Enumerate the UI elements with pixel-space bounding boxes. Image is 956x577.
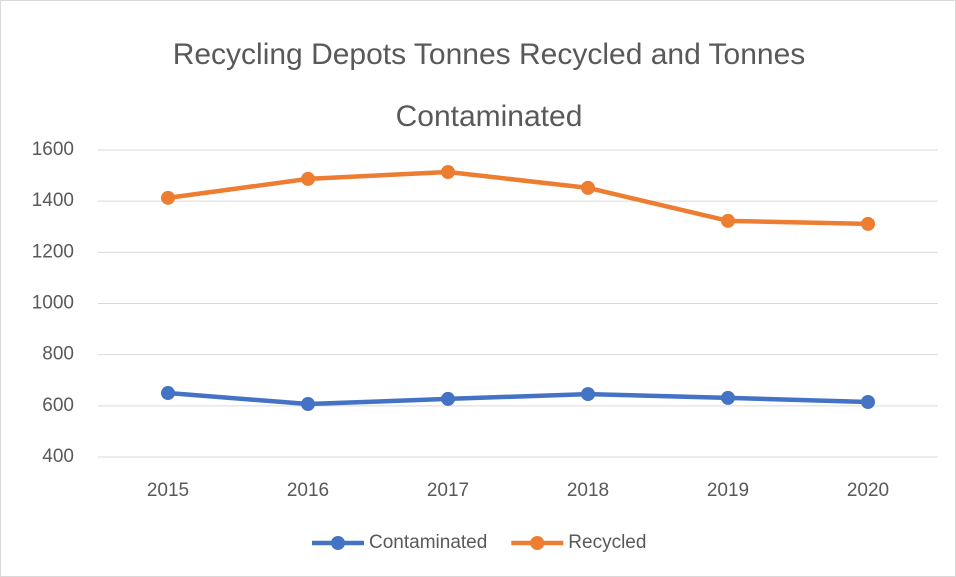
data-point [441, 391, 455, 406]
legend-marker [331, 536, 345, 550]
data-point [581, 387, 595, 402]
x-tick-label: 2020 [847, 480, 889, 501]
y-tick-label: 400 [42, 446, 74, 467]
data-point [301, 171, 315, 186]
y-tick-label: 1600 [32, 139, 74, 160]
x-tick-label: 2019 [707, 480, 749, 501]
legend-label: Contaminated [369, 532, 487, 553]
data-point [721, 390, 735, 405]
x-tick-label: 2016 [287, 480, 329, 501]
series-line [167, 390, 869, 407]
data-point [721, 213, 735, 228]
y-tick-label: 800 [42, 344, 74, 365]
data-point [301, 397, 315, 412]
x-tick-label: 2017 [427, 480, 469, 501]
series-line [167, 169, 869, 227]
x-tick-label: 2015 [147, 480, 189, 501]
y-tick-label: 600 [42, 395, 74, 416]
legend-label: Recycled [568, 532, 646, 553]
x-tick-label: 2018 [567, 480, 609, 501]
data-point [161, 190, 175, 205]
chart-title: Recycling Depots Tonnes Recycled and Ton… [172, 38, 806, 133]
y-tick-label: 1200 [32, 241, 74, 262]
y-tick-label: 1400 [32, 190, 74, 211]
data-point [441, 165, 455, 180]
data-point [161, 386, 175, 401]
legend-marker [530, 536, 545, 550]
data-point [861, 394, 875, 409]
data-point [861, 216, 875, 231]
data-point [581, 180, 595, 195]
y-tick-label: 1000 [32, 293, 74, 314]
